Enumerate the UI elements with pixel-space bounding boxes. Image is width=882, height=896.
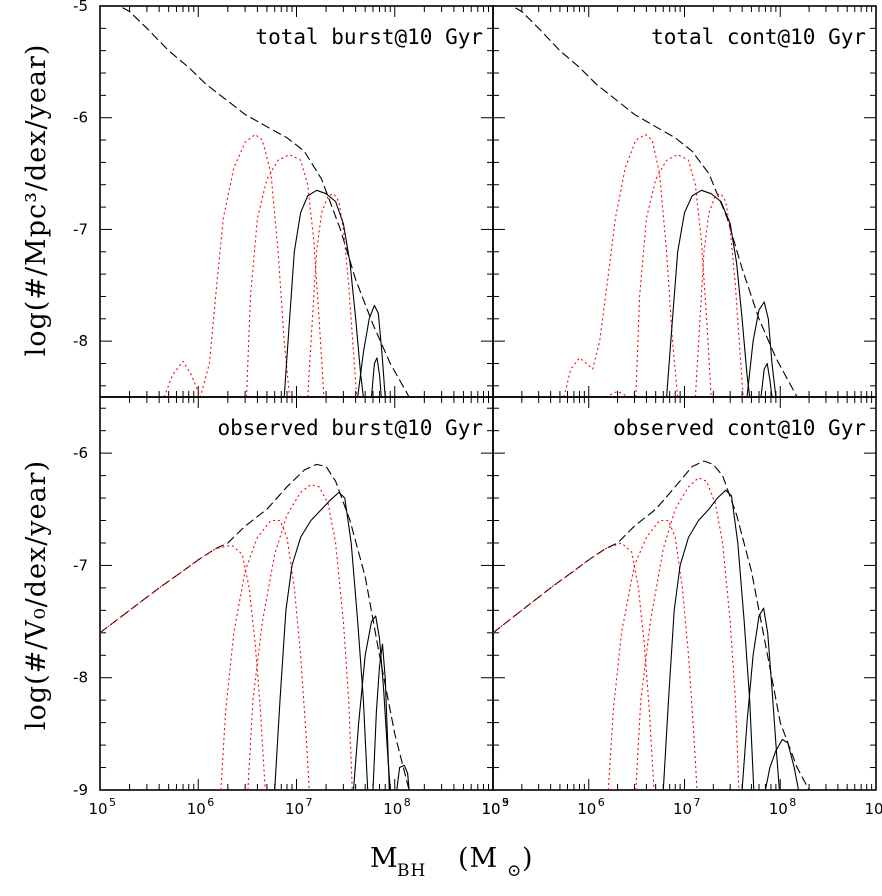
x-tick-label-exponent: 8 [789, 796, 796, 809]
panel-frame [492, 396, 877, 791]
x-axis-title: M BH (M ⊙ ) [370, 843, 534, 881]
component-curve-black [764, 738, 800, 790]
panel-title: observed cont@10 Gyr [613, 416, 866, 440]
component-curve-black [396, 764, 410, 790]
y-tick-label: -8 [73, 332, 88, 350]
component-curve-red [607, 519, 698, 790]
component-curve-black [741, 607, 780, 790]
component-curve-red [635, 477, 740, 790]
y-tick-label: -9 [73, 781, 88, 799]
component-curve-black [352, 615, 391, 790]
component-curve-red [220, 519, 310, 790]
x-tick-label: 10 [187, 800, 206, 818]
component-curve-red [694, 193, 744, 397]
y-tick-label: -6 [73, 109, 88, 127]
component-curve-red [493, 542, 655, 790]
y-axis-title-bottom: log(#/V₀/dex/year) [21, 460, 52, 730]
x-axis-title-main: M [370, 843, 399, 874]
component-curve-black [372, 643, 390, 790]
total-curve [511, 6, 798, 397]
panel-title: observed burst@10 Gyr [217, 416, 483, 440]
x-tick-label: 10 [864, 800, 882, 818]
x-axis-title-unit: (M [458, 843, 498, 874]
x-tick-label-exponent: 7 [306, 796, 313, 809]
total-curve [100, 463, 410, 790]
x-tick-label: 10 [481, 800, 500, 818]
x-tick-label-exponent: 5 [109, 796, 116, 809]
panel-title: total burst@10 Gyr [255, 25, 483, 49]
panel-frame [99, 396, 494, 791]
y-tick-label: -7 [73, 556, 88, 574]
x-tick-label-exponent: 9 [502, 796, 509, 809]
panel-2: total cont@10 Gyr [492, 5, 877, 398]
component-curve-black [666, 189, 751, 397]
x-tick-label-exponent: 8 [404, 796, 411, 809]
component-curve-red [163, 133, 291, 397]
x-axis-title-unit-close: ) [522, 843, 534, 874]
panel-title: total cont@10 Gyr [651, 25, 866, 49]
component-curve-black [274, 491, 369, 790]
x-tick-label: 10 [769, 800, 788, 818]
component-curve-black [760, 362, 773, 397]
curves-group [118, 6, 410, 397]
x-tick-label: 10 [481, 800, 500, 818]
y-tick-label: -8 [73, 669, 88, 687]
component-curve-black [662, 489, 755, 790]
y-tick-label: -7 [73, 220, 88, 238]
panels-group: -5 -6 -7 -8 total burst@10 Gyr total cont@10 … [73, 0, 882, 818]
y-tick-label: -6 [73, 444, 88, 462]
panel-frame [492, 5, 877, 398]
component-curve-red [605, 390, 629, 397]
component-curve-red [307, 193, 358, 397]
curves-group [493, 460, 810, 790]
x-tick-label: 10 [673, 800, 692, 818]
component-curve-black [370, 357, 382, 397]
total-curve [118, 6, 410, 397]
panel-1: -5 -6 -7 -8 total burst@10 Gyr [73, 0, 494, 398]
component-curve-red [245, 154, 325, 397]
component-curve-black [283, 189, 364, 397]
component-curve-black [357, 304, 386, 397]
x-tick-label: 10 [577, 800, 596, 818]
y-tick-label: -5 [73, 0, 88, 15]
x-tick-label: 10 [285, 800, 304, 818]
component-curve-red [563, 133, 679, 397]
total-curve [493, 460, 810, 790]
x-axis-title-sub: BH [397, 861, 426, 881]
y-axis-title-top: log(#/Mpc³/dex/year) [21, 44, 52, 357]
x-tick-label: 10 [88, 800, 107, 818]
panel-frame [99, 5, 494, 398]
x-axis-title-unit-sub: ⊙ [507, 861, 522, 881]
x-tick-label-exponent: 5 [502, 796, 509, 809]
x-tick-label-exponent: 6 [207, 796, 214, 809]
x-tick-label: 10 [383, 800, 402, 818]
x-tick-label-exponent: 6 [598, 796, 605, 809]
curves-group [100, 463, 410, 790]
curves-group [511, 6, 798, 397]
x-tick-label-exponent: 7 [694, 796, 701, 809]
component-curve-black [746, 301, 777, 397]
component-curve-red [100, 544, 266, 790]
